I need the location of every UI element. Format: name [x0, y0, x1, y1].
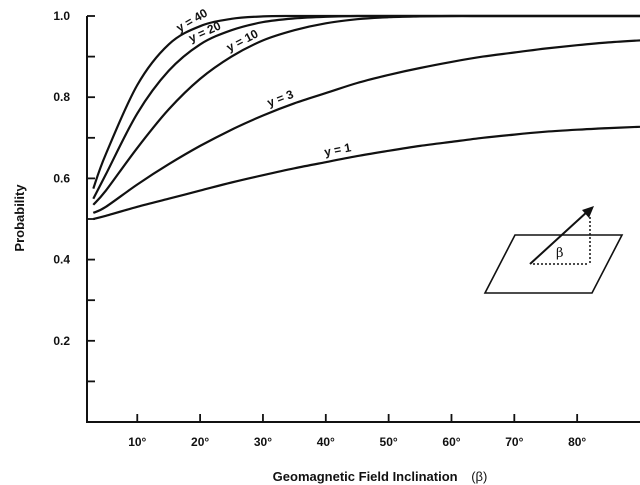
x-tick-label: 60°	[442, 435, 460, 449]
series-line	[92, 14, 640, 206]
series-label: y = 3	[265, 87, 296, 110]
x-axis-title: Geomagnetic Field Inclination (β)	[273, 469, 488, 484]
x-tick-label: 30°	[254, 435, 272, 449]
x-tick-label: 10°	[128, 435, 146, 449]
x-axis-title-symbol: (β)	[471, 469, 487, 484]
x-tick-label: 70°	[505, 435, 523, 449]
y-tick-label: 0.8	[53, 90, 70, 104]
x-ticks: 10° 20° 30° 40° 50° 60° 70° 80°	[128, 414, 586, 449]
series-group: y = 40y = 20 y = 10y = 3y = 1	[92, 6, 640, 221]
series-line	[93, 125, 640, 221]
x-axis-title-text: Geomagnetic Field Inclination	[273, 469, 458, 484]
x-tick-label: 20°	[191, 435, 209, 449]
y-tick-label: 0.6	[53, 171, 70, 185]
y-tick-label: 0.2	[53, 334, 70, 348]
series-line	[92, 39, 640, 214]
series-line	[92, 14, 640, 200]
inclination-diagram: β	[483, 206, 624, 294]
inset-arrowhead	[582, 206, 594, 218]
y-ticks: 0.2 0.4 0.6 0.8 1.0	[53, 9, 95, 383]
inset-plane	[483, 234, 624, 294]
inset-vector	[529, 210, 589, 265]
x-tick-label: 40°	[317, 435, 335, 449]
y-tick-label: 1.0	[53, 9, 70, 23]
y-axis-title: Probability	[12, 184, 27, 252]
x-tick-label: 50°	[380, 435, 398, 449]
series-label: y = 1	[323, 140, 353, 159]
inset-beta-label: β	[556, 246, 564, 261]
y-tick-label: 0.4	[53, 253, 70, 267]
x-tick-label: 80°	[568, 435, 586, 449]
